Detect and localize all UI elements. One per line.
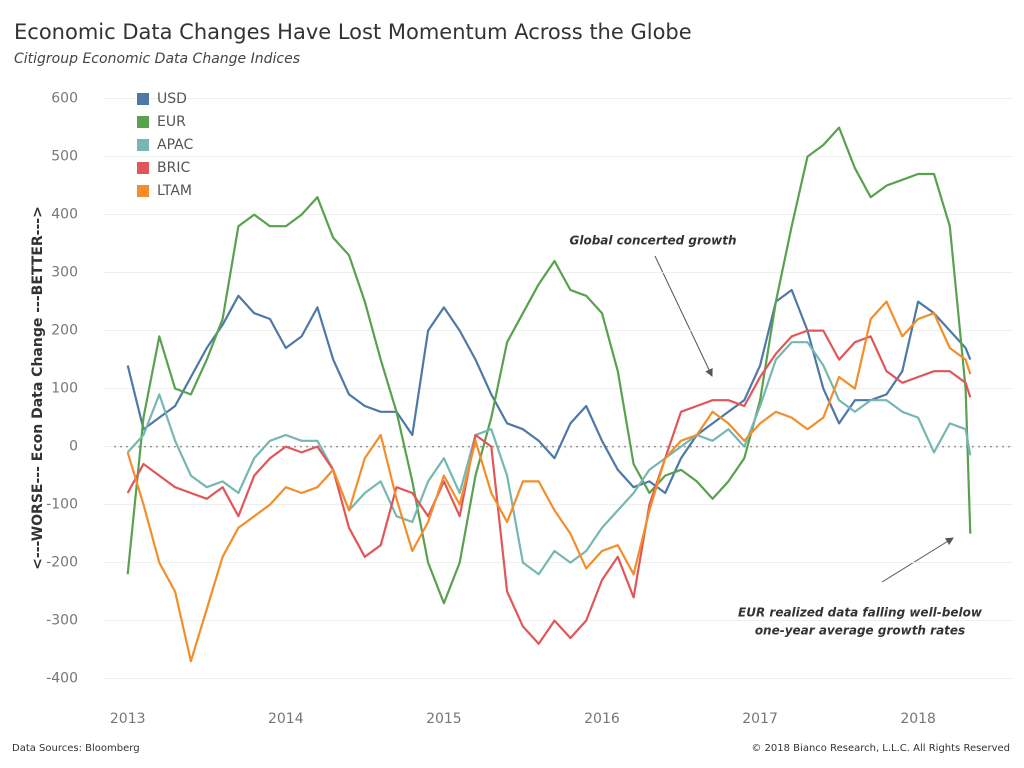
legend-label: USD (157, 91, 187, 107)
annotation-arrow (881, 537, 954, 583)
source: Data Sources: Bloomberg (12, 743, 140, 754)
x-tick-label: 2014 (268, 711, 304, 727)
x-tick-label: 2013 (110, 711, 146, 727)
series-line (126, 288, 972, 495)
y-tick-label: 100 (51, 381, 78, 397)
annotation: EUR realized data falling well-below (738, 606, 983, 620)
legend-label: BRIC (157, 160, 190, 176)
legend-label: EUR (157, 114, 186, 130)
legend-swatch (137, 139, 149, 151)
legend-swatch (137, 93, 149, 105)
annotation: one-year average growth rates (755, 624, 965, 638)
x-tick-label: 2018 (900, 711, 936, 727)
y-tick-label: 600 (51, 91, 78, 107)
legend-label: LTAM (157, 183, 192, 199)
series-line (126, 329, 972, 645)
annotation: Global concerted growth (569, 234, 736, 248)
y-axis-label: <---WORSE--- Econ Data Change ---BETTER-… (30, 206, 46, 570)
y-tick-label: 200 (51, 323, 78, 339)
x-tick-label: 2015 (426, 711, 462, 727)
chart-subtitle: Citigroup Economic Data Change Indices (14, 51, 300, 67)
x-tick-label: 2017 (742, 711, 778, 727)
y-tick-label: 300 (51, 265, 78, 281)
y-tick-label: -400 (46, 671, 78, 687)
legend-swatch (137, 185, 149, 197)
x-tick-label: 2016 (584, 711, 620, 727)
series-line (126, 341, 972, 576)
series-line (126, 300, 972, 663)
y-tick-label: 500 (51, 149, 78, 165)
y-tick-label: -100 (46, 497, 78, 513)
legend-label: APAC (157, 137, 193, 153)
legend-swatch (137, 162, 149, 174)
legend-swatch (137, 116, 149, 128)
series-line (126, 126, 972, 605)
y-tick-label: -300 (46, 613, 78, 629)
copyright: © 2018 Bianco Research, L.L.C. All Right… (751, 743, 1010, 754)
y-tick-label: 400 (51, 207, 78, 223)
annotation-arrow (654, 255, 713, 377)
chart-title: Economic Data Changes Have Lost Momentum… (14, 20, 692, 44)
y-tick-label: 0 (69, 439, 78, 455)
y-tick-label: -200 (46, 555, 78, 571)
